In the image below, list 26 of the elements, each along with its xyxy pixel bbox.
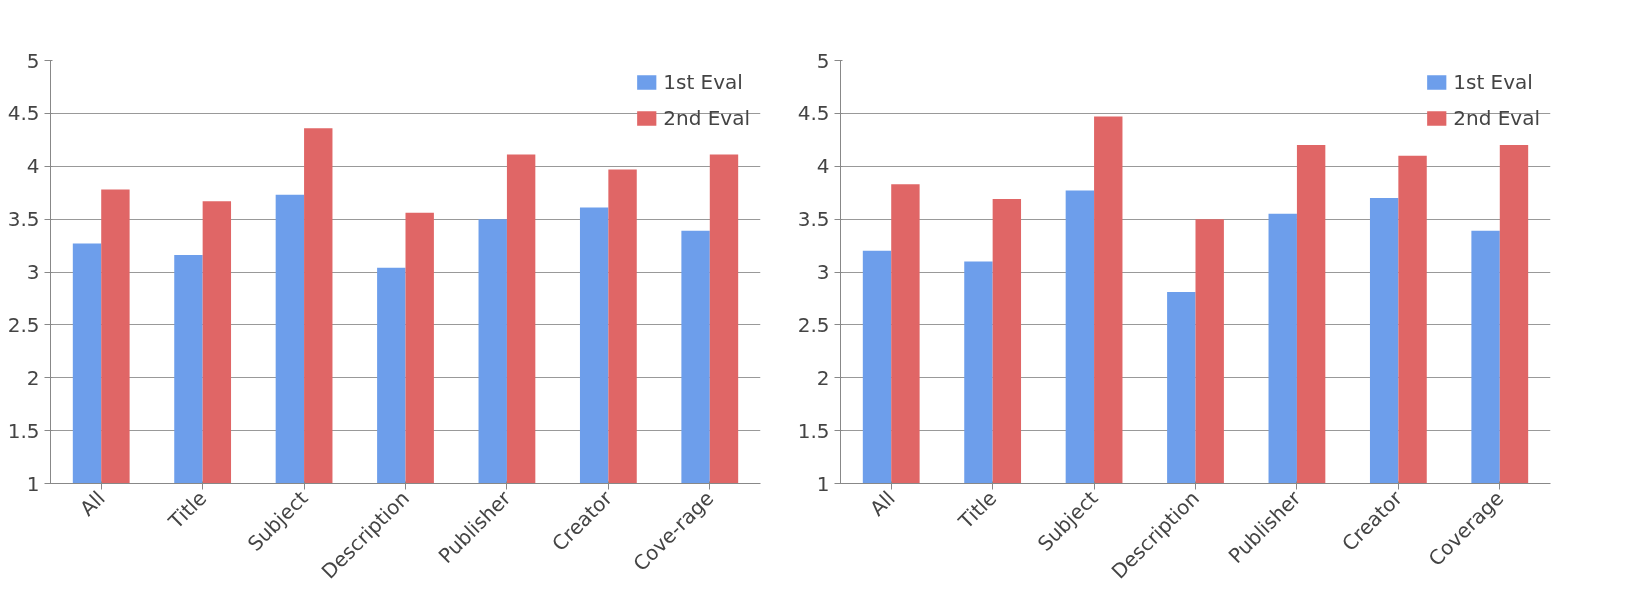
legend-label: 1st Eval: [1453, 70, 1533, 94]
x-tick-label: Title: [953, 486, 1002, 534]
legend-label: 2nd Eval: [663, 106, 750, 130]
y-tick-label: 2: [26, 365, 40, 390]
y-tick-label: 4.5: [797, 101, 830, 126]
y-tick-label: 2.5: [797, 312, 830, 337]
x-tick-label: Title: [163, 486, 212, 534]
y-tick-label: 3: [26, 260, 40, 284]
y-tick-label: 4.5: [7, 101, 40, 126]
y-tick-label: 5: [26, 48, 40, 73]
y-tick-label: 2.5: [7, 312, 40, 337]
y-tick-label: 2: [816, 365, 830, 390]
y-tick-label: 1: [816, 471, 830, 496]
y-tick-label: 1: [26, 471, 40, 496]
y-tick-label: 1.5: [797, 418, 830, 443]
y-tick-label: 4: [26, 154, 40, 179]
legend-label: 2nd Eval: [1453, 106, 1540, 130]
y-tick-label: 5: [816, 48, 830, 73]
y-tick-label: 3.5: [797, 207, 830, 232]
x-tick-label: All: [75, 486, 110, 521]
legend-label: 1st Eval: [663, 70, 743, 94]
y-tick-label: 3: [816, 260, 830, 284]
y-tick-label: 1.5: [7, 418, 40, 443]
x-tick-label: All: [865, 486, 900, 521]
y-tick-label: 3.5: [7, 207, 40, 232]
y-tick-label: 4: [816, 154, 830, 179]
